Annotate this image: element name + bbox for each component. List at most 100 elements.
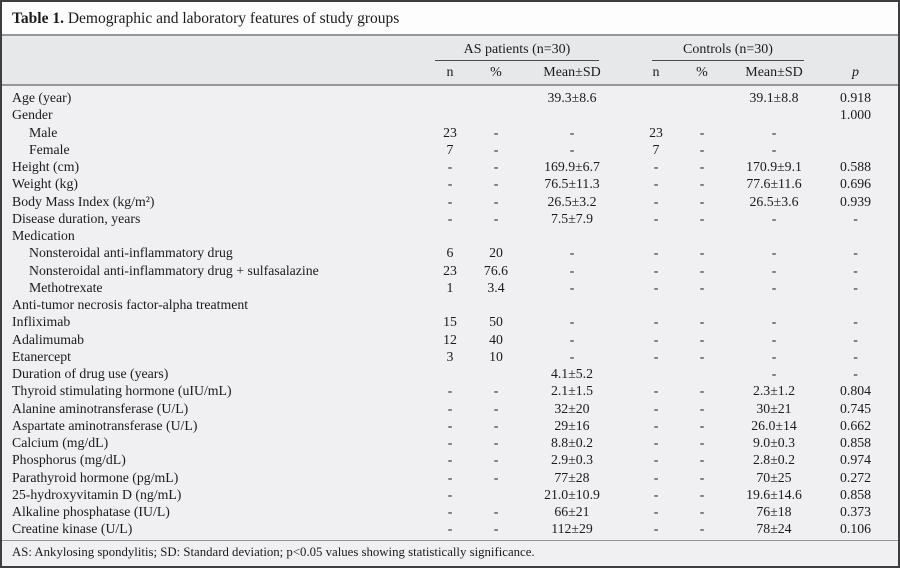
table-row: Age (year) 39.3±8.6 39.1±8.8 0.918 (2, 89, 898, 106)
table-number: Table 1. (12, 10, 64, 27)
cell-gap (625, 158, 633, 175)
cell-p-value (823, 296, 888, 313)
cell-gap (625, 469, 633, 486)
cell-controls-pct: - (699, 279, 705, 295)
cell-controls-mean-sd: 70±25 (756, 469, 792, 485)
cell-controls-mean-sd (725, 296, 823, 313)
cell-as-pct: - (493, 141, 499, 157)
row-label: Parathyroid hormone (pg/mL) (12, 469, 179, 485)
cell-controls-mean-sd: - (771, 348, 777, 364)
cell-controls-mean-sd: 78±24 (756, 521, 792, 537)
cell-controls-n: - (653, 521, 659, 537)
cell-controls-n: - (653, 417, 659, 433)
cell-as-pct: - (493, 417, 499, 433)
row-label: Nonsteroidal anti-inflammatory drug + su… (29, 262, 319, 278)
cell-p-value: - (853, 262, 858, 278)
cell-as-mean-sd (519, 106, 625, 123)
cell-p-value: 0.106 (839, 521, 872, 537)
table-row: Anti-tumor necrosis factor-alpha treatme… (2, 296, 898, 313)
cell-controls-mean-sd: - (771, 366, 777, 381)
cell-as-n: - (447, 452, 453, 468)
cell-controls-mean-sd: 26.0±14 (751, 417, 797, 433)
cell-as-n: 23 (443, 124, 457, 140)
cell-gap (625, 382, 633, 399)
cell-controls-n: - (653, 193, 659, 209)
cell-controls-n: - (653, 331, 659, 347)
cell-controls-pct: - (699, 452, 705, 468)
table-row: Etanercept 3 10 - - - - - (2, 348, 898, 365)
cell-as-mean-sd: 32±20 (554, 400, 590, 416)
row-label: Etanercept (12, 348, 71, 364)
cell-as-n: - (447, 176, 453, 192)
row-label: Phosphorus (mg/dL) (12, 452, 126, 468)
cell-p-value (823, 124, 888, 141)
cell-controls-pct: - (699, 176, 705, 192)
cell-as-n: 15 (443, 314, 457, 330)
cell-gap (625, 175, 633, 192)
cell-gap (625, 296, 633, 313)
cell-as-n: 23 (443, 262, 457, 278)
cell-p-value: - (853, 279, 858, 295)
cell-as-n: - (447, 400, 453, 416)
cell-as-mean-sd: 66±21 (554, 504, 590, 519)
cell-p-value: - (853, 314, 858, 330)
cell-gap (625, 331, 633, 348)
table-row: Alkaline phosphatase (IU/L) - - 66±21 - … (2, 503, 898, 520)
cell-as-n: - (447, 504, 453, 519)
cell-as-pct (473, 106, 519, 123)
cell-as-pct (473, 227, 519, 244)
cell-as-pct (473, 365, 519, 382)
table-footnote: AS: Ankylosing spondylitis; SD: Standard… (2, 540, 898, 566)
table-header: AS patients (n=30) Controls (n=30) n % M… (2, 36, 898, 86)
cell-as-mean-sd: 112±29 (551, 521, 593, 537)
cell-as-mean-sd: - (569, 124, 575, 140)
cell-p-value: - (853, 210, 858, 226)
cell-controls-pct: - (699, 469, 705, 485)
cell-as-n (427, 365, 473, 382)
cell-p-value: 0.804 (839, 383, 872, 399)
row-label: Anti-tumor necrosis factor-alpha treatme… (12, 297, 249, 312)
cell-controls-pct: - (699, 435, 705, 450)
cell-as-n (427, 227, 473, 244)
cell-p-value: 0.745 (839, 400, 872, 416)
cell-controls-pct: - (699, 331, 705, 347)
col-header-controls-mean-sd: Mean±SD (745, 64, 803, 80)
cell-controls-mean-sd: - (771, 245, 777, 261)
table-row: Adalimumab 12 40 - - - - - (2, 331, 898, 348)
cell-as-pct: - (493, 159, 499, 174)
col-header-as-mean-sd: Mean±SD (543, 64, 601, 80)
cell-controls-pct: - (699, 486, 705, 502)
table-row: Nonsteroidal anti-inflammatory drug 6 20… (2, 244, 898, 261)
cell-as-mean-sd: - (569, 314, 575, 330)
cell-controls-n (633, 89, 679, 106)
cell-controls-n: - (653, 504, 659, 519)
cell-controls-n: - (653, 383, 659, 399)
cell-as-pct: - (493, 521, 499, 537)
cell-as-pct: - (493, 193, 499, 209)
cell-as-pct: 76.6 (483, 262, 509, 278)
cell-p-value: - (853, 331, 858, 347)
cell-as-mean-sd: - (569, 331, 575, 347)
row-label: Weight (kg) (12, 176, 78, 192)
table-row: Duration of drug use (years) 4.1±5.2 - - (2, 365, 898, 382)
cell-as-n: - (447, 193, 453, 209)
cell-p-value: 0.939 (839, 193, 872, 209)
cell-controls-mean-sd: - (771, 331, 777, 347)
cell-p-value: 0.373 (839, 504, 872, 519)
cell-p-value: - (853, 366, 858, 381)
group-header-controls: Controls (n=30) (652, 42, 804, 61)
cell-as-n: - (447, 210, 453, 226)
cell-as-n (427, 296, 473, 313)
cell-p-value: - (853, 348, 858, 364)
cell-as-n: - (447, 383, 453, 399)
cell-as-mean-sd: 7.5±7.9 (550, 210, 594, 226)
table-title: Table 1. Demographic and laboratory feat… (2, 2, 898, 36)
cell-controls-n: 23 (649, 124, 663, 140)
cell-gap (625, 417, 633, 434)
cell-as-mean-sd: 8.8±0.2 (550, 435, 594, 450)
table-row: Infliximab 15 50 - - - - - (2, 313, 898, 330)
table-caption: Demographic and laboratory features of s… (63, 10, 400, 27)
cell-as-n: - (447, 417, 453, 433)
cell-as-mean-sd: 76.5±11.3 (544, 176, 600, 192)
cell-controls-pct: - (699, 504, 705, 519)
